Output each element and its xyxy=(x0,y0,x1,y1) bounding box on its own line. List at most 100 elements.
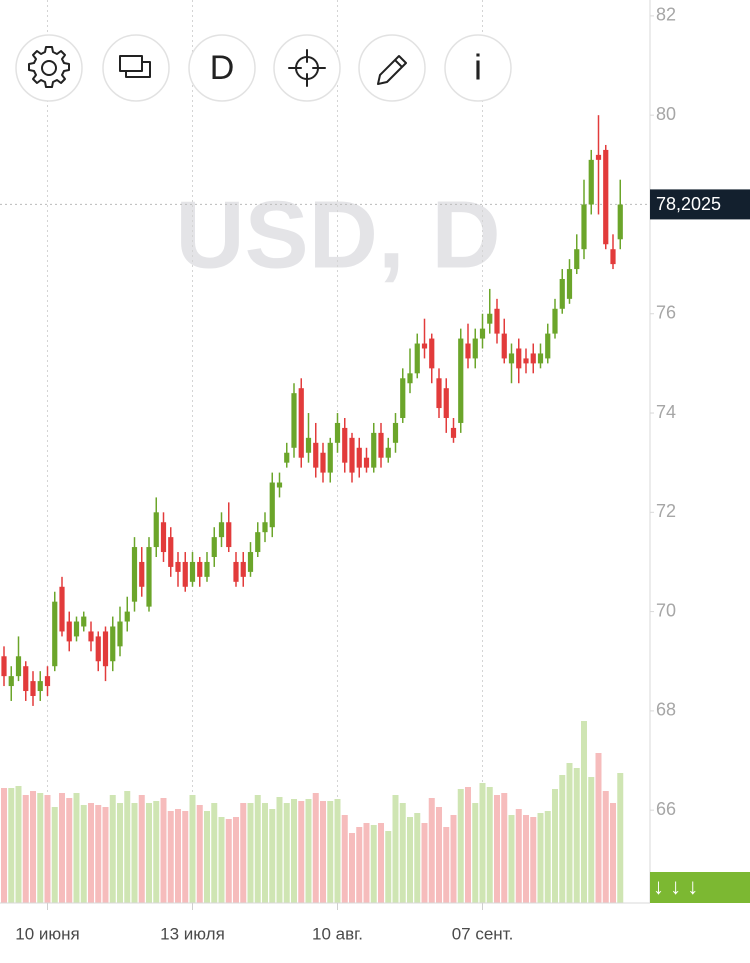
candle-body xyxy=(334,422,341,443)
volume-bar xyxy=(8,788,15,903)
volume-bar xyxy=(602,791,609,903)
candle-body xyxy=(59,586,65,632)
candle-body xyxy=(233,561,239,582)
volume-bar xyxy=(51,807,58,903)
volume-bar xyxy=(399,803,406,903)
volume-bar xyxy=(109,795,116,903)
candle-body xyxy=(298,388,304,458)
candle-body xyxy=(247,552,254,572)
candle-body xyxy=(378,432,384,458)
info-button[interactable]: i xyxy=(444,34,512,102)
candle-body xyxy=(421,343,428,349)
candle-body xyxy=(523,358,529,364)
volume-bar xyxy=(182,811,189,903)
candle-body xyxy=(371,432,377,468)
y-tick-label: 76 xyxy=(656,302,676,322)
candle-body xyxy=(284,452,290,463)
candle-body xyxy=(385,447,391,458)
y-tick-label: 68 xyxy=(656,700,676,720)
candle-body xyxy=(276,482,283,488)
volume-bar xyxy=(544,811,551,903)
volume-bar xyxy=(327,801,334,903)
volume-bar xyxy=(312,793,319,903)
candle-body xyxy=(342,427,348,463)
volume-bar xyxy=(523,815,529,903)
volume-bar xyxy=(80,805,87,903)
volume-bar xyxy=(225,819,232,903)
volume-bar xyxy=(595,753,602,903)
volume-bar xyxy=(392,795,399,903)
candle-body xyxy=(327,442,333,473)
candle-body xyxy=(574,249,580,270)
candle-body xyxy=(189,561,196,582)
volume-bar xyxy=(73,793,80,903)
volume-bar xyxy=(88,803,94,903)
volume-bar xyxy=(196,805,203,903)
y-tick-label: 66 xyxy=(656,799,676,819)
candle-body xyxy=(23,666,29,692)
scroll-button[interactable]: ↓ ↓ ↓ xyxy=(650,872,750,903)
volume-bar xyxy=(95,805,102,903)
volume-bar xyxy=(247,803,254,903)
volume-bar xyxy=(334,799,341,903)
candle-body xyxy=(30,681,36,696)
candle-body xyxy=(603,149,609,245)
candle-body xyxy=(588,159,594,205)
volume-bar xyxy=(102,807,109,903)
candle-body xyxy=(320,452,326,473)
candle-body xyxy=(501,333,507,359)
candle-body xyxy=(240,561,246,577)
candle-body xyxy=(44,676,51,687)
volume-bar xyxy=(428,798,435,903)
volume-bar xyxy=(443,827,450,903)
plot-area xyxy=(0,0,650,903)
volume-bar xyxy=(218,817,225,903)
candle-body xyxy=(465,343,471,359)
volume-bar xyxy=(320,801,326,903)
volume-bar xyxy=(131,803,138,903)
volume-bar xyxy=(298,801,305,903)
volume-bar xyxy=(66,798,73,903)
candle-body xyxy=(211,537,217,557)
draw-button[interactable] xyxy=(358,34,426,102)
volume-bar xyxy=(167,811,174,903)
candle-body xyxy=(95,636,101,662)
interval-button[interactable]: D xyxy=(188,34,256,102)
candle-body xyxy=(472,338,478,359)
candle-body xyxy=(479,328,486,339)
candle-body xyxy=(117,621,123,647)
volume-bar xyxy=(378,823,384,903)
candle-body xyxy=(131,547,138,602)
candle-body xyxy=(566,269,573,299)
candle-body xyxy=(581,204,587,250)
candle-body xyxy=(313,442,319,468)
candle-body xyxy=(349,437,355,473)
candle-body xyxy=(552,308,558,334)
volume-bar xyxy=(610,803,616,903)
candle-body xyxy=(204,561,210,577)
compare-button[interactable] xyxy=(102,34,170,102)
volume-bar xyxy=(566,763,573,903)
candle-body xyxy=(494,308,500,334)
candle-body xyxy=(429,338,435,369)
volume-bar xyxy=(385,831,392,903)
volume-bar xyxy=(283,803,290,903)
volume-bar xyxy=(124,791,131,903)
candle-body xyxy=(545,333,551,359)
scroll-label: ↓ ↓ ↓ xyxy=(653,874,698,899)
settings-button[interactable] xyxy=(15,34,83,102)
volume-bar xyxy=(537,813,544,903)
candle-body xyxy=(160,522,167,553)
crosshair-button[interactable] xyxy=(273,34,341,102)
volume-bar xyxy=(370,825,377,903)
candle-body xyxy=(8,676,14,687)
candle-body xyxy=(73,621,80,637)
candle-body xyxy=(139,561,145,587)
volume-bar xyxy=(240,803,247,903)
volume-bar xyxy=(472,803,479,903)
volume-bar xyxy=(204,811,210,903)
x-tick-label: 07 сент. xyxy=(452,924,514,943)
volume-bar xyxy=(363,823,370,903)
candle-body xyxy=(436,378,442,409)
